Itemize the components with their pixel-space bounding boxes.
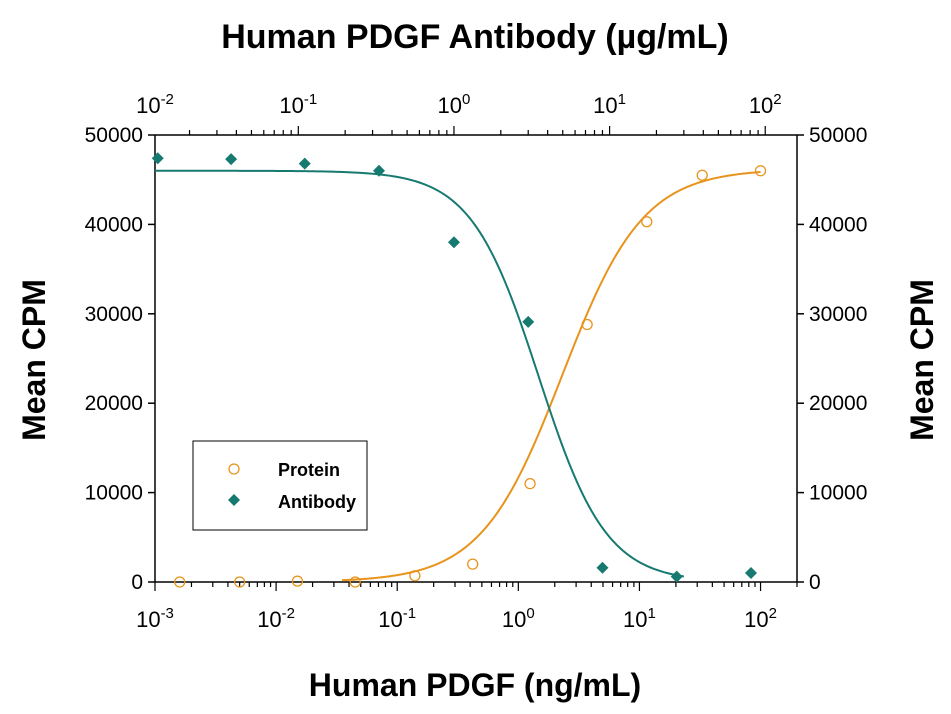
- antibody-point: [151, 152, 164, 165]
- antibody-point: [670, 570, 683, 583]
- top-x-tick-label: 10-1: [279, 91, 317, 118]
- y-tick-label-left: 30000: [85, 303, 143, 326]
- legend-antibody-marker: [228, 494, 240, 506]
- y-tick-label-left: 0: [131, 571, 143, 594]
- y-tick-label-right: 40000: [809, 213, 867, 236]
- protein-point: [174, 576, 186, 588]
- x-tick-label: 10-2: [257, 605, 295, 632]
- top-x-tick-label: 100: [438, 91, 471, 118]
- y-axis-label-right: Mean CPM: [904, 279, 940, 441]
- y-axis-label-left: Mean CPM: [16, 279, 52, 441]
- legend-box: [192, 440, 368, 531]
- protein-point: [754, 165, 767, 177]
- y-tick-label-right: 50000: [809, 124, 867, 147]
- y-tick-label-right: 0: [809, 571, 821, 594]
- protein-point: [409, 570, 421, 582]
- antibody-fit-curve: [154, 169, 685, 578]
- protein-point: [581, 318, 593, 331]
- protein-point: [234, 576, 246, 588]
- antibody-point: [744, 567, 757, 580]
- chart-title: Human PDGF Antibody (µg/mL): [221, 18, 729, 56]
- x-tick-label: 10-1: [378, 605, 416, 632]
- x-axis-label: Human PDGF (ng/mL): [309, 667, 641, 703]
- legend-protein-marker: [228, 463, 240, 475]
- protein-point: [641, 216, 653, 228]
- top-x-tick-label: 102: [749, 91, 782, 118]
- antibody-point: [522, 315, 535, 328]
- y-tick-label-left: 50000: [85, 124, 143, 147]
- protein-point: [291, 575, 304, 587]
- y-tick-label-left: 20000: [85, 392, 143, 415]
- protein-point: [524, 478, 536, 490]
- y-tick-label-right: 10000: [809, 482, 867, 505]
- y-tick-label-left: 10000: [85, 482, 143, 505]
- antibody-point: [298, 157, 311, 170]
- legend: Protein Antibody: [192, 440, 368, 531]
- y-tick-label-left: 40000: [85, 213, 143, 236]
- antibody-point: [373, 164, 386, 177]
- protein-point: [467, 558, 479, 570]
- antibody-point: [447, 236, 460, 249]
- x-tick-label: 100: [502, 605, 535, 632]
- axes: 0 0 10000 10000 20000 20000 30000 30000 40000 400…: [85, 91, 868, 632]
- top-x-tick-label: 101: [593, 91, 626, 118]
- x-tick-label: 101: [623, 605, 656, 632]
- protein-point: [696, 169, 708, 181]
- y-tick-label-right: 30000: [809, 303, 867, 326]
- antibody-point: [225, 153, 238, 166]
- y-tick-label-right: 20000: [809, 392, 867, 415]
- legend-antibody-label: Antibody: [278, 492, 356, 512]
- legend-protein-label: Protein: [278, 460, 340, 480]
- x-tick-label: 102: [744, 605, 777, 632]
- top-x-tick-label: 10-2: [136, 91, 174, 118]
- x-tick-label: 10-3: [136, 605, 174, 632]
- antibody-point: [596, 561, 609, 574]
- data-points: [151, 152, 767, 588]
- protein-point: [349, 576, 361, 588]
- protein-fit-curve: [341, 171, 761, 582]
